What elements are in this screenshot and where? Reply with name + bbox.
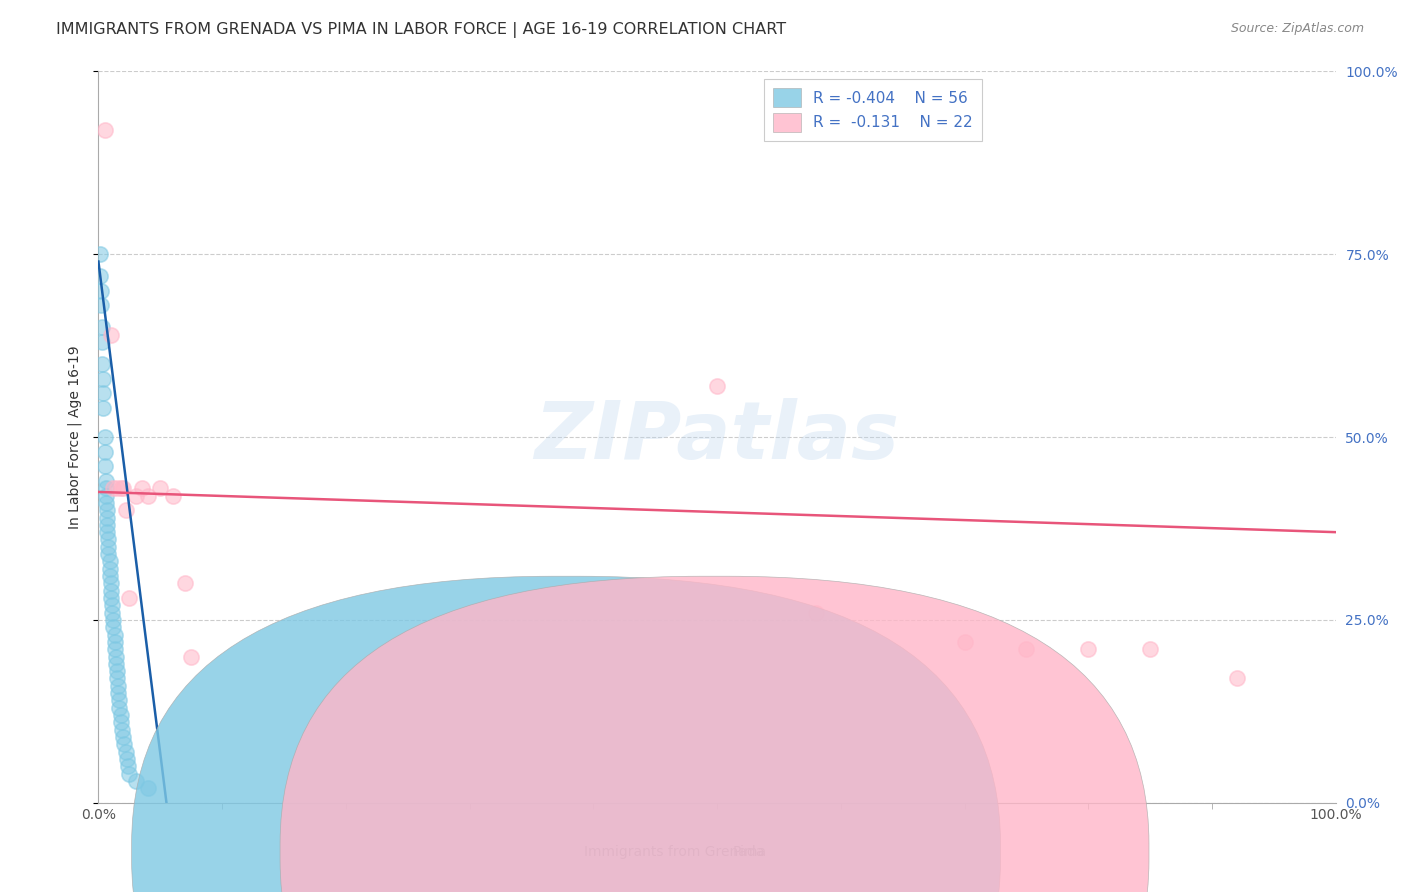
- Point: [1139, 642, 1161, 657]
- Point: [101, 606, 124, 620]
- Point: [117, 759, 139, 773]
- Text: Pima: Pima: [733, 845, 766, 859]
- Point: [97, 533, 120, 547]
- Point: [90, 298, 112, 312]
- Text: ZIPatlas: ZIPatlas: [534, 398, 900, 476]
- Point: [94, 496, 117, 510]
- Point: [91, 320, 114, 334]
- Point: [89, 269, 111, 284]
- Point: [118, 766, 141, 780]
- Point: [96, 525, 118, 540]
- Point: [105, 664, 128, 678]
- Point: [110, 481, 132, 495]
- Point: [94, 489, 117, 503]
- Point: [93, 123, 115, 137]
- Point: [1226, 672, 1249, 686]
- Text: Immigrants from Grenada: Immigrants from Grenada: [583, 845, 763, 859]
- Point: [104, 649, 127, 664]
- Point: [93, 444, 115, 458]
- Point: [93, 430, 115, 444]
- Point: [103, 635, 125, 649]
- Point: [93, 371, 115, 385]
- Text: Source: ZipAtlas.com: Source: ZipAtlas.com: [1230, 22, 1364, 36]
- Point: [101, 599, 124, 613]
- Y-axis label: In Labor Force | Age 16-19: In Labor Force | Age 16-19: [67, 345, 82, 529]
- Legend: R = -0.404    N = 56, R =  -0.131    N = 22: R = -0.404 N = 56, R = -0.131 N = 22: [763, 79, 981, 141]
- Point: [706, 379, 728, 393]
- Text: IMMIGRANTS FROM GRENADA VS PIMA IN LABOR FORCE | AGE 16-19 CORRELATION CHART: IMMIGRANTS FROM GRENADA VS PIMA IN LABOR…: [56, 22, 786, 38]
- Point: [108, 700, 131, 714]
- Point: [100, 327, 122, 342]
- Point: [112, 481, 135, 495]
- Point: [107, 679, 129, 693]
- Point: [111, 723, 134, 737]
- Point: [100, 576, 122, 591]
- Point: [91, 357, 114, 371]
- Point: [110, 708, 132, 723]
- Point: [112, 737, 135, 751]
- Point: [90, 284, 112, 298]
- Point: [103, 627, 125, 641]
- Point: [103, 613, 125, 627]
- Point: [118, 591, 141, 605]
- Point: [162, 489, 184, 503]
- Point: [98, 562, 121, 576]
- Point: [103, 642, 125, 657]
- Point: [93, 401, 115, 415]
- Point: [100, 583, 122, 598]
- Point: [107, 686, 129, 700]
- Point: [98, 569, 121, 583]
- Point: [114, 745, 136, 759]
- Point: [103, 481, 125, 495]
- Point: [124, 489, 146, 503]
- Point: [104, 657, 127, 671]
- Point: [105, 672, 128, 686]
- Point: [89, 247, 111, 261]
- Point: [180, 649, 202, 664]
- Point: [93, 386, 115, 401]
- Point: [804, 606, 827, 620]
- Point: [110, 715, 132, 730]
- Point: [112, 730, 135, 744]
- Point: [105, 481, 128, 495]
- Point: [136, 781, 159, 796]
- Point: [131, 481, 153, 495]
- Point: [94, 474, 117, 488]
- Point: [97, 547, 120, 561]
- Point: [96, 510, 118, 524]
- Point: [115, 752, 138, 766]
- Point: [100, 591, 122, 605]
- Point: [1077, 642, 1099, 657]
- Point: [149, 481, 172, 495]
- Point: [108, 693, 131, 707]
- Point: [93, 459, 115, 474]
- Point: [91, 334, 114, 349]
- Point: [97, 540, 120, 554]
- Point: [1015, 642, 1038, 657]
- Point: [96, 503, 118, 517]
- Point: [136, 489, 159, 503]
- Point: [174, 576, 197, 591]
- Point: [98, 554, 121, 568]
- Point: [124, 773, 146, 788]
- Point: [103, 620, 125, 634]
- Point: [94, 481, 117, 495]
- Point: [96, 517, 118, 532]
- Point: [953, 635, 976, 649]
- Point: [114, 503, 136, 517]
